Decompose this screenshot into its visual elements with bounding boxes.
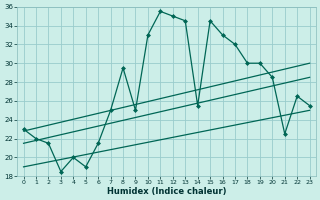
X-axis label: Humidex (Indice chaleur): Humidex (Indice chaleur)	[107, 187, 226, 196]
